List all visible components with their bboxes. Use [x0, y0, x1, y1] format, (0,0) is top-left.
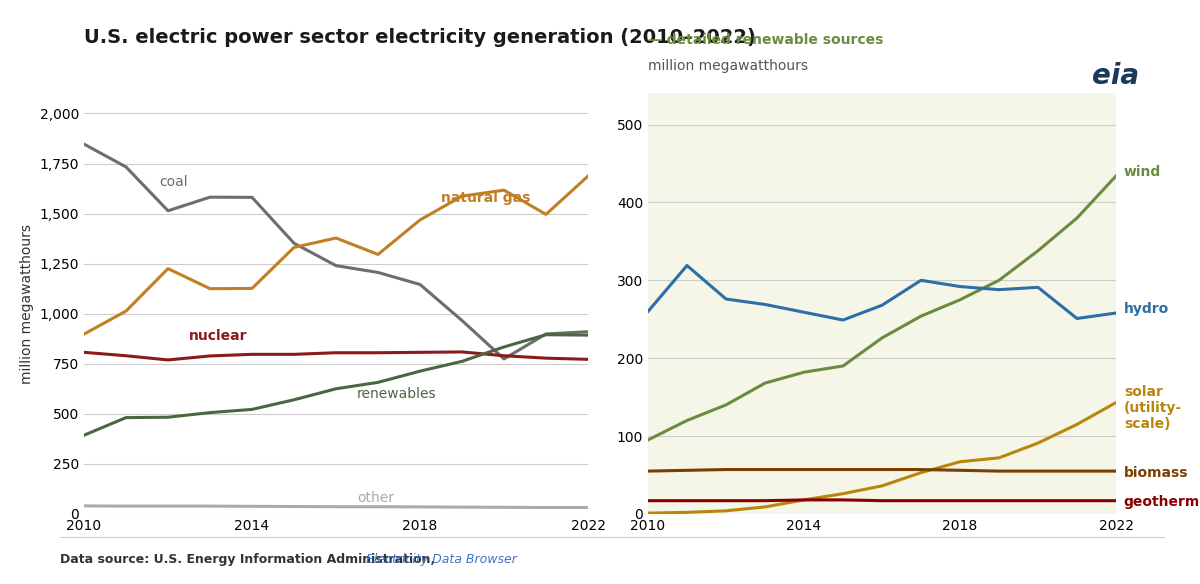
Text: Data source: U.S. Energy Information Administration,: Data source: U.S. Energy Information Adm… — [60, 554, 439, 566]
Text: other: other — [358, 491, 394, 505]
Text: natural gas: natural gas — [442, 190, 530, 204]
Text: renewables: renewables — [358, 387, 437, 401]
Text: hydro: hydro — [1124, 302, 1169, 316]
Text: million megawatthours: million megawatthours — [648, 59, 808, 73]
Text: wind: wind — [1124, 165, 1162, 179]
Text: coal: coal — [160, 175, 188, 189]
Text: solar
(utility-
scale): solar (utility- scale) — [1124, 385, 1182, 431]
Text: nuclear: nuclear — [190, 329, 247, 343]
Text: geothermal: geothermal — [1124, 495, 1200, 509]
Text: — detailed renewable sources: — detailed renewable sources — [648, 33, 883, 47]
Text: Electricity Data Browser: Electricity Data Browser — [366, 554, 517, 566]
Text: biomass: biomass — [1124, 465, 1188, 479]
Y-axis label: million megawatthours: million megawatthours — [20, 224, 34, 384]
Text: eia: eia — [1092, 62, 1140, 90]
Text: U.S. electric power sector electricity generation (2010–2022): U.S. electric power sector electricity g… — [84, 27, 756, 47]
